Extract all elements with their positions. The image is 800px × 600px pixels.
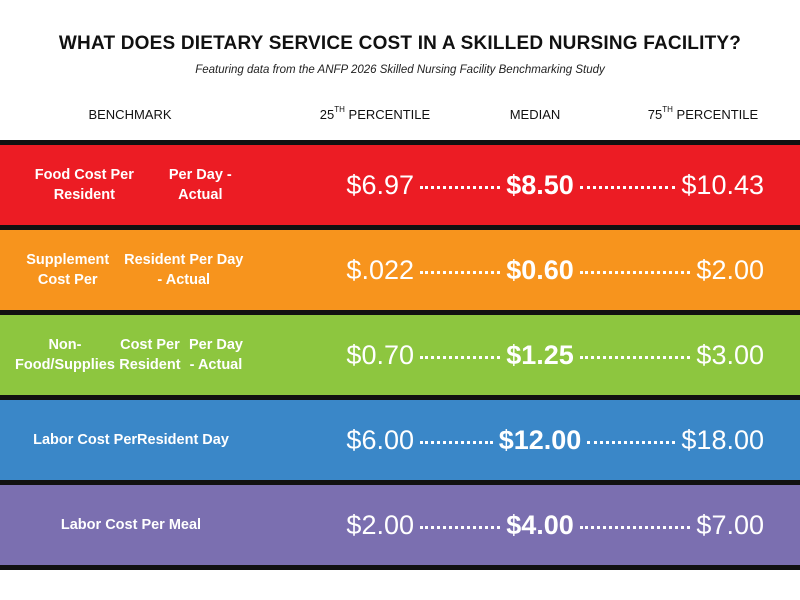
header-25th-sup: TH	[334, 105, 345, 114]
benchmark-label-line: Resident Per Day - Actual	[124, 252, 244, 288]
chart-subtitle: Featuring data from the ANFP 2026 Skille…	[195, 64, 605, 76]
value-median: $1.25	[506, 339, 574, 370]
benchmark-label-line: Non-Food/Supplies	[15, 337, 115, 373]
header-25th-percentile: 25TH PERCENTILE	[305, 105, 445, 122]
benchmark-label-line: Resident Day	[137, 432, 229, 448]
header-25th-text: PERCENTILE	[344, 107, 431, 122]
value-25th-percentile: $0.70	[346, 339, 414, 370]
benchmark-label-line: Labor Cost Per	[33, 432, 138, 448]
value-75th-percentile: $7.00	[696, 509, 764, 540]
dotted-leader	[420, 526, 501, 529]
value-25th-percentile: $.022	[346, 254, 414, 285]
benchmark-label: Non-Food/Supplies Cost Per Resident Per Da…	[15, 315, 247, 395]
header-25th-num: 25	[319, 107, 335, 122]
value-median: $0.60	[506, 254, 574, 285]
value-75th-percentile: $3.00	[696, 339, 764, 370]
benchmark-label-line: Per Day - Actual	[188, 337, 243, 373]
dotted-leader	[579, 271, 691, 274]
benchmark-label: Labor Cost Per Resident Day	[15, 400, 247, 480]
benchmark-table: Food Cost Per Resident Per Day - Actual $6…	[0, 140, 800, 570]
header-75th-text: PERCENTILE	[672, 107, 759, 122]
benchmark-row: Labor Cost Per Resident Day $6.00 $12.00 $18…	[0, 400, 800, 480]
row-divider	[0, 480, 800, 485]
value-25th-percentile: $2.00	[346, 509, 414, 540]
value-median: $8.50	[506, 169, 574, 200]
benchmark-label-line: Labor Cost Per Meal	[60, 517, 202, 533]
dotted-leader	[420, 271, 501, 274]
dotted-leader	[579, 186, 676, 189]
value-75th-percentile: $2.00	[696, 254, 764, 285]
value-25th-percentile: $6.97	[346, 169, 414, 200]
dotted-leader	[420, 186, 501, 189]
value-25th-percentile: $6.00	[346, 424, 414, 455]
benchmark-label: Supplement Cost Per Resident Per Day - Ac…	[15, 230, 247, 310]
dotted-leader	[420, 441, 493, 444]
row-divider	[0, 395, 800, 400]
benchmark-label: Food Cost Per Resident Per Day - Actual	[15, 145, 247, 225]
dotted-leader	[587, 441, 676, 444]
value-75th-percentile: $18.00	[681, 424, 764, 455]
row-divider	[0, 565, 800, 570]
row-divider	[0, 310, 800, 315]
header-75th-sup: TH	[662, 105, 673, 114]
benchmark-label-line: Supplement Cost Per	[26, 252, 110, 288]
dotted-leader	[420, 356, 501, 359]
benchmark-row: Non-Food/Supplies Cost Per Resident Per Da…	[0, 315, 800, 395]
dotted-leader	[579, 526, 691, 529]
benchmark-row: Supplement Cost Per Resident Per Day - Ac…	[0, 230, 800, 310]
benchmark-row: Labor Cost Per Meal $2.00 $4.00 $7.00	[0, 485, 800, 565]
benchmark-row: Food Cost Per Resident Per Day - Actual $6…	[0, 145, 800, 225]
header-median: MEDIAN	[509, 107, 561, 122]
value-median: $12.00	[498, 424, 582, 455]
header-75th-num: 75	[647, 107, 663, 122]
value-median: $4.00	[506, 509, 574, 540]
value-75th-percentile: $10.43	[681, 169, 764, 200]
row-divider	[0, 225, 800, 230]
benchmark-label-line: Cost Per Resident	[119, 337, 181, 373]
benchmark-label-line: Per Day - Actual	[168, 167, 232, 203]
benchmark-label: Labor Cost Per Meal	[15, 485, 247, 565]
header-benchmark: BENCHMARK	[88, 107, 172, 122]
header-75th-percentile: 75TH PERCENTILE	[628, 105, 778, 122]
chart-title: WHAT DOES DIETARY SERVICE COST IN A SKIL…	[58, 33, 742, 54]
dotted-leader	[579, 356, 691, 359]
row-divider	[0, 140, 800, 145]
benchmark-label-line: Food Cost Per Resident	[34, 167, 134, 203]
